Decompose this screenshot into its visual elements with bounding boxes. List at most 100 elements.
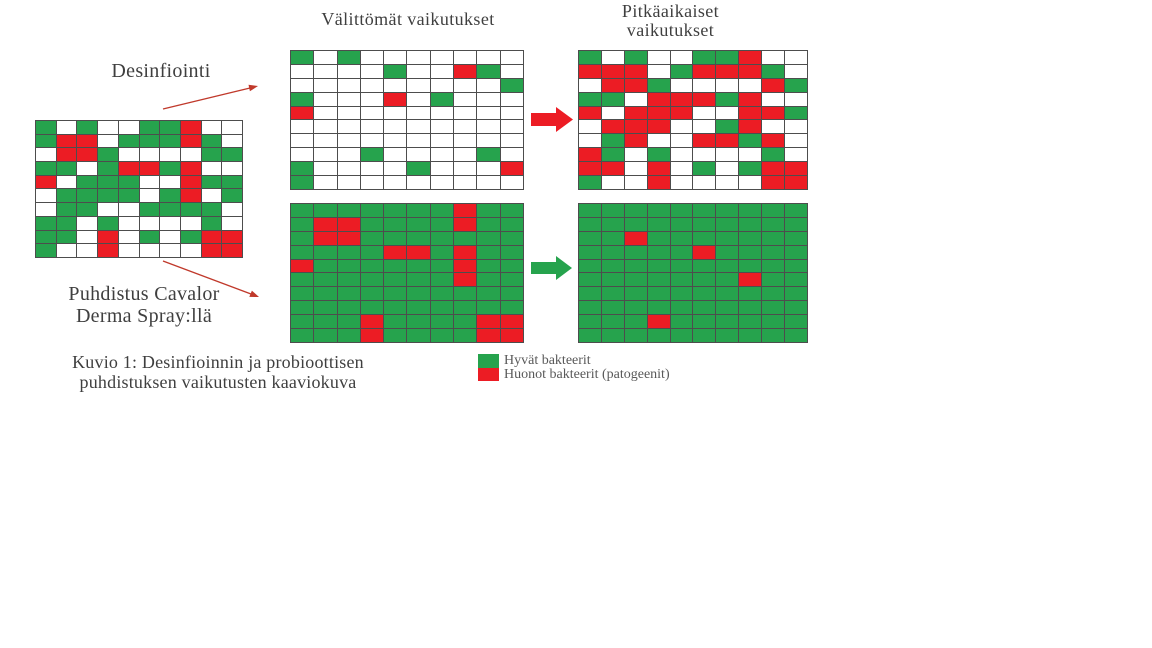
grid-cell (670, 301, 693, 315)
grid-cell (118, 244, 139, 257)
grid-cell (477, 315, 500, 329)
grid-cell (314, 176, 337, 189)
grid-cell (56, 148, 77, 162)
grid-cell (291, 162, 314, 176)
grid-cell (291, 301, 314, 315)
grid-cell (139, 162, 160, 175)
grid-cell (739, 106, 762, 120)
grid-cell (785, 315, 807, 329)
grid-cell (785, 217, 807, 231)
heading-longterm-line2: vaikutukset (626, 20, 715, 40)
grid-cell (360, 315, 384, 329)
grid-cell (180, 134, 201, 148)
grid-cell (384, 176, 407, 189)
grid-cell (180, 230, 201, 244)
grid-cell (430, 148, 454, 162)
grid-cell (360, 51, 384, 64)
grid-cell (739, 148, 762, 162)
grid-cell (384, 259, 407, 273)
grid-cell (670, 92, 693, 106)
grid-cell (56, 134, 77, 148)
grid-cell (201, 216, 222, 230)
grid-cell (477, 134, 500, 148)
grid-cell (201, 162, 222, 175)
grid-cell (291, 51, 314, 64)
grid-cell (222, 230, 242, 244)
grid-cell (579, 287, 601, 301)
grid-cell (785, 259, 807, 273)
grid-cell (384, 231, 407, 245)
grid-cell (624, 259, 647, 273)
grid-cell (762, 217, 785, 231)
grid-cell (693, 245, 716, 259)
grid-cell (716, 315, 739, 329)
label-probiotic-cleaning: Puhdistus Cavalor Derma Spray:llä (50, 283, 238, 327)
grid-cell (314, 245, 337, 259)
grid-cell (624, 134, 647, 148)
grid-cell (579, 204, 601, 217)
grid-cell (337, 78, 360, 92)
grid-cell (601, 204, 624, 217)
grid-cell (36, 134, 56, 148)
grid-cell (477, 51, 500, 64)
grid-cell (647, 148, 670, 162)
grid-cell (500, 176, 523, 189)
grid-cell (477, 204, 500, 217)
grid-cell (739, 217, 762, 231)
grid-cell (291, 64, 314, 78)
grid-cell (500, 148, 523, 162)
grid-cell (384, 92, 407, 106)
grid-cell (384, 204, 407, 217)
grid-cell (739, 134, 762, 148)
grid-cell (384, 329, 407, 342)
grid-cell (762, 259, 785, 273)
grid-cell (785, 329, 807, 342)
grid-cell (762, 64, 785, 78)
grid-cell (693, 273, 716, 287)
grid-cell (180, 175, 201, 189)
grid-cell (201, 189, 222, 203)
figure-caption-line1: Kuvio 1: Desinfioinnin ja probioottisen (72, 352, 364, 372)
figure-caption-line2: puhdistuksen vaikutusten kaaviokuva (79, 372, 357, 392)
grid-cell (670, 78, 693, 92)
probiotic-arrow-head-icon (249, 290, 259, 297)
grid-cell (624, 217, 647, 231)
grid-cell (160, 230, 180, 244)
grid-cell (360, 106, 384, 120)
grid-cell (624, 273, 647, 287)
grid-cell (98, 230, 118, 244)
grid-cell (716, 134, 739, 148)
grid-cell (647, 78, 670, 92)
grid-cell (601, 120, 624, 134)
grid-cell (500, 64, 523, 78)
grid-cell (222, 244, 242, 257)
grid-cell (477, 78, 500, 92)
grid-cell (430, 162, 454, 176)
grid-cell (762, 204, 785, 217)
grid-cell (360, 176, 384, 189)
label-probiotic-line1: Puhdistus Cavalor (68, 283, 220, 305)
grid-cell (118, 162, 139, 175)
grid-cell (624, 162, 647, 176)
grid-cell (98, 134, 118, 148)
grid-cell (762, 245, 785, 259)
grid-cell (314, 78, 337, 92)
grid-cell (384, 64, 407, 78)
grid-cell (739, 231, 762, 245)
grid-cell (314, 329, 337, 342)
grid-cell (579, 176, 601, 189)
grid-cell (222, 121, 242, 134)
grid-cell (624, 106, 647, 120)
grid-cell (693, 287, 716, 301)
grid-cell (670, 259, 693, 273)
grid-cell (670, 162, 693, 176)
grid-cell (693, 148, 716, 162)
heading-longterm-effects: Pitkäaikaiset vaikutukset (578, 2, 763, 40)
grid-cell (180, 162, 201, 175)
grid-cell (139, 148, 160, 162)
grid-cell (454, 162, 477, 176)
grid-cell (430, 204, 454, 217)
grid-cell (739, 204, 762, 217)
grid-cell (360, 217, 384, 231)
grid-cell (647, 245, 670, 259)
